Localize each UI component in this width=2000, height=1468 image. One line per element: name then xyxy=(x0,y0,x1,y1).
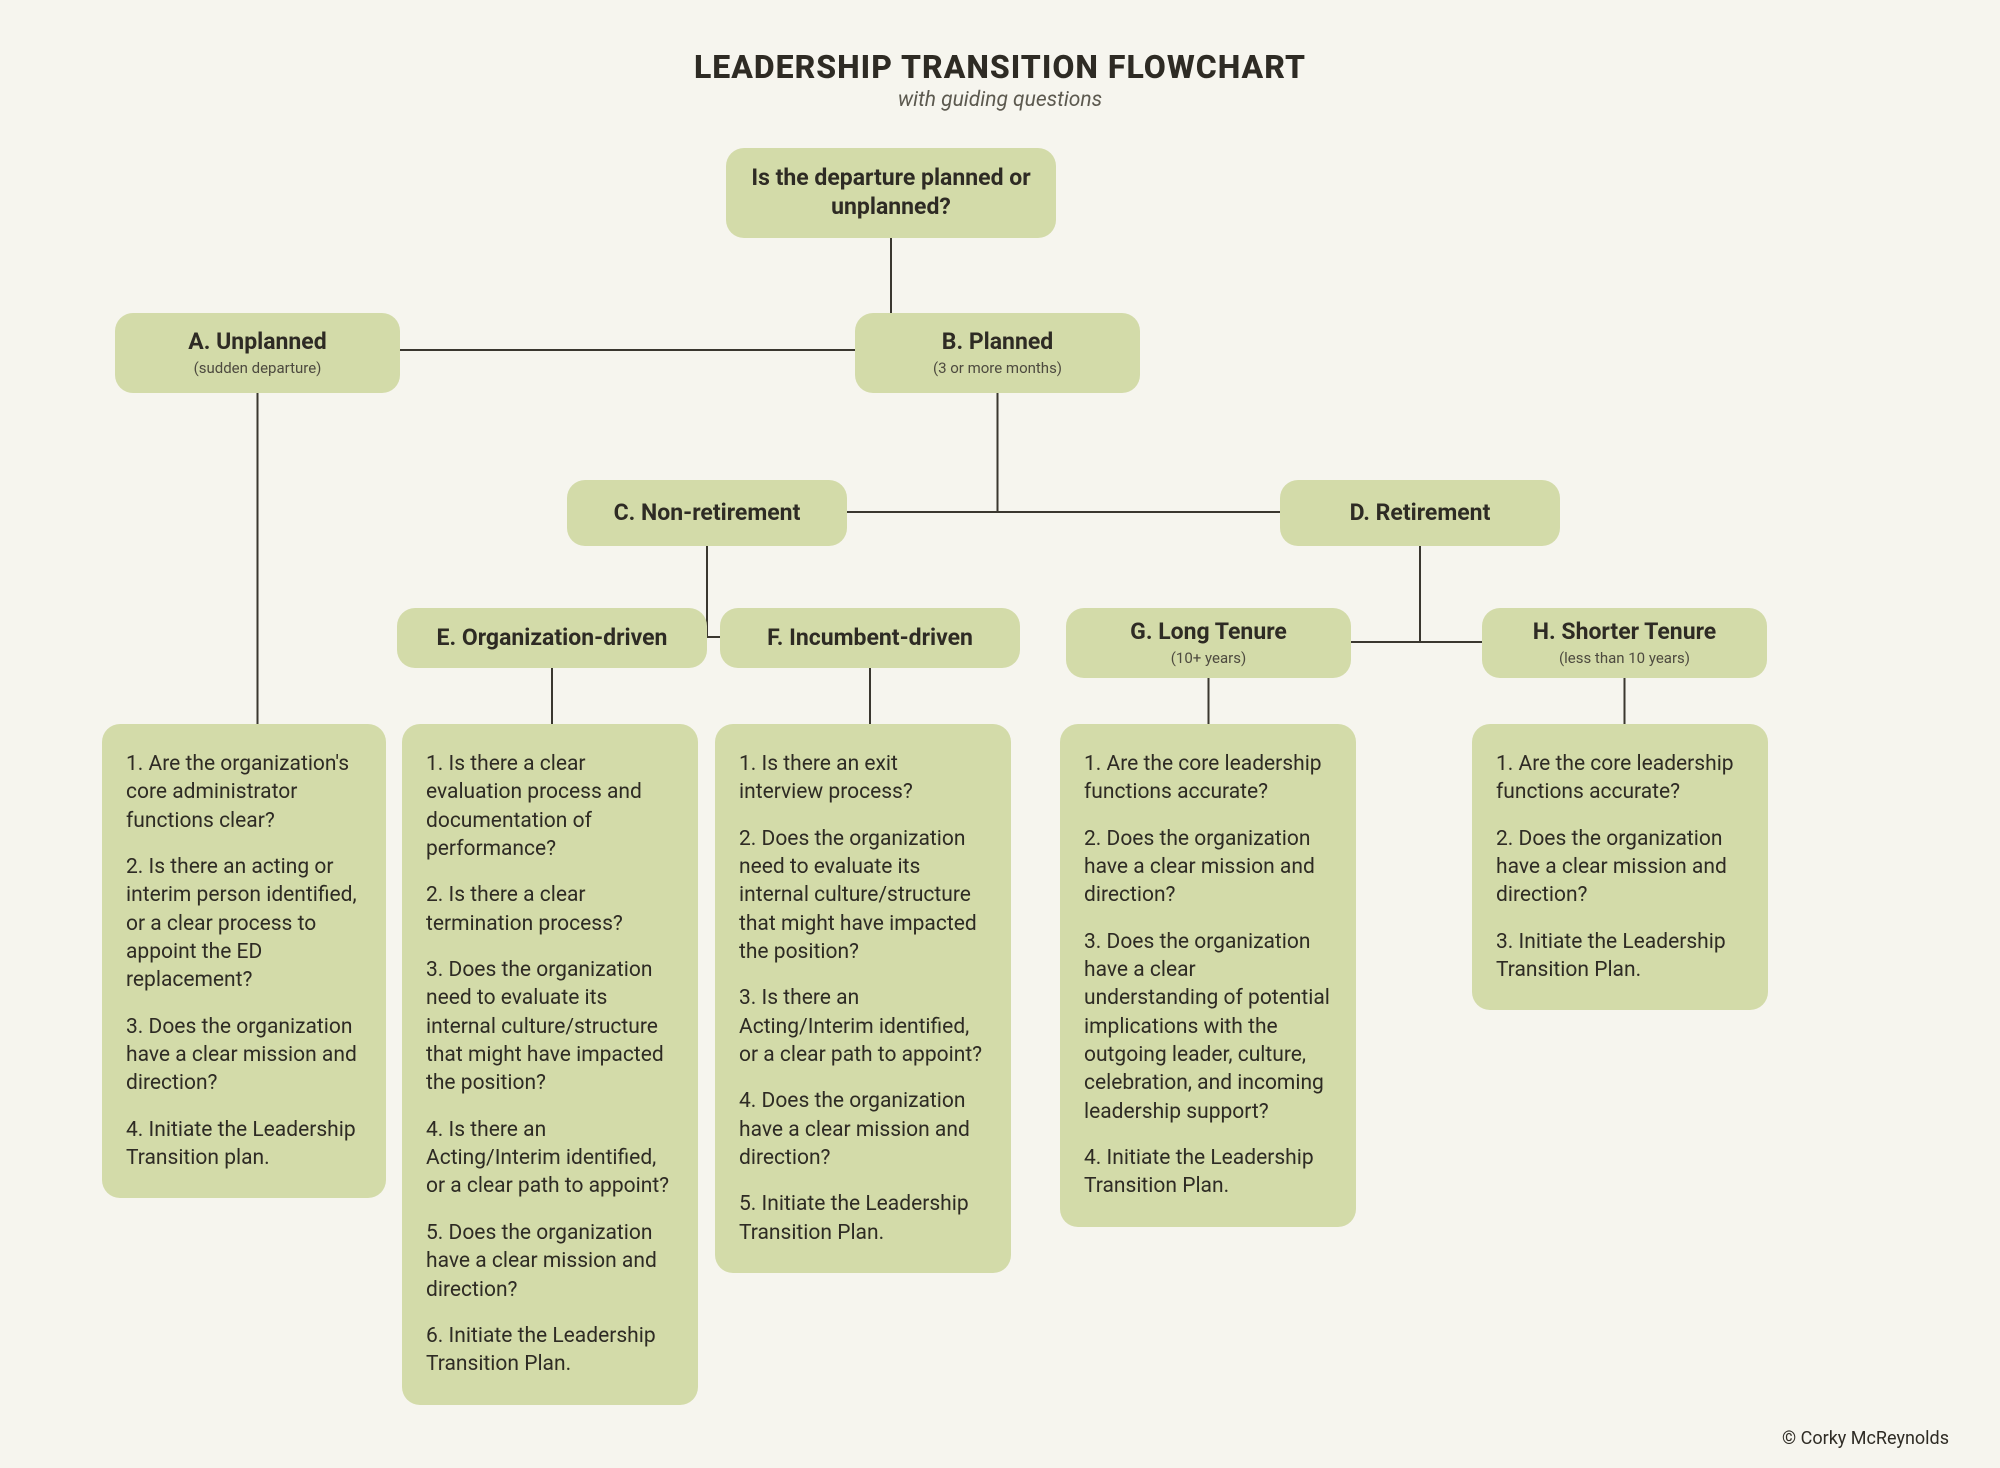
page-title: LEADERSHIP TRANSITION FLOWCHART xyxy=(0,48,2000,86)
credit: © Corky McReynolds xyxy=(1782,1428,1949,1449)
panel-h: 1. Are the core leadership functions acc… xyxy=(1472,724,1768,1010)
node-f-label: F. Incumbent-driven xyxy=(767,624,973,653)
panel-item: 1. Are the core leadership functions acc… xyxy=(1496,750,1744,807)
node-root-label: Is the departure planned or unplanned? xyxy=(744,164,1038,222)
panel-item: 3. Initiate the Leadership Transition Pl… xyxy=(1496,928,1744,985)
node-g: G. Long Tenure (10+ years) xyxy=(1066,608,1351,678)
panel-a: 1. Are the organization's core administr… xyxy=(102,724,386,1198)
panel-item: 3. Does the organization have a clear un… xyxy=(1084,928,1332,1126)
connector xyxy=(1351,546,1420,642)
panel-item: 4. Initiate the Leadership Transition Pl… xyxy=(1084,1144,1332,1201)
panel-item: 2. Does the organization have a clear mi… xyxy=(1496,825,1744,910)
connector xyxy=(707,546,720,637)
page-subtitle: with guiding questions xyxy=(0,88,2000,112)
panel-item: 6. Initiate the Leadership Transition Pl… xyxy=(426,1322,674,1379)
panel-item: 4. Is there an Acting/Interim identified… xyxy=(426,1116,674,1201)
node-f: F. Incumbent-driven xyxy=(720,608,1020,668)
panel-item: 1. Is there an exit interview process? xyxy=(739,750,987,807)
connector xyxy=(400,238,891,350)
panel-item: 2. Is there an acting or interim person … xyxy=(126,853,362,995)
node-h: H. Shorter Tenure (less than 10 years) xyxy=(1482,608,1767,678)
panel-item: 4. Initiate the Leadership Transition pl… xyxy=(126,1116,362,1173)
panel-e: 1. Is there a clear evaluation process a… xyxy=(402,724,698,1405)
panel-item: 1. Are the organization's core administr… xyxy=(126,750,362,835)
node-b-label: B. Planned xyxy=(942,328,1053,357)
node-h-label: H. Shorter Tenure xyxy=(1533,618,1716,647)
panel-item: 4. Does the organization have a clear mi… xyxy=(739,1087,987,1172)
node-g-label: G. Long Tenure xyxy=(1130,618,1287,647)
node-d-label: D. Retirement xyxy=(1350,499,1491,528)
connector xyxy=(1420,546,1482,642)
panel-item: 2. Does the organization have a clear mi… xyxy=(1084,825,1332,910)
node-a-sublabel: (sudden departure) xyxy=(194,359,322,378)
node-c: C. Non-retirement xyxy=(567,480,847,546)
node-h-sublabel: (less than 10 years) xyxy=(1559,649,1690,668)
panel-item: 1. Are the core leadership functions acc… xyxy=(1084,750,1332,807)
flowchart-canvas: LEADERSHIP TRANSITION FLOWCHART with gui… xyxy=(0,0,2000,1468)
panel-item: 1. Is there a clear evaluation process a… xyxy=(426,750,674,863)
node-e: E. Organization-driven xyxy=(397,608,707,668)
node-e-label: E. Organization-driven xyxy=(437,624,668,653)
panel-f: 1. Is there an exit interview process? 2.… xyxy=(715,724,1011,1273)
node-root: Is the departure planned or unplanned? xyxy=(726,148,1056,238)
node-a: A. Unplanned (sudden departure) xyxy=(115,313,400,393)
panel-item: 3. Does the organization need to evaluat… xyxy=(426,956,674,1098)
panel-item: 5. Initiate the Leadership Transition Pl… xyxy=(739,1190,987,1247)
node-c-label: C. Non-retirement xyxy=(614,499,801,528)
connector xyxy=(998,393,1281,512)
panel-item: 2. Is there a clear termination process? xyxy=(426,881,674,938)
node-b-sublabel: (3 or more months) xyxy=(933,359,1062,378)
connector xyxy=(847,393,998,512)
panel-item: 3. Does the organization have a clear mi… xyxy=(126,1013,362,1098)
node-g-sublabel: (10+ years) xyxy=(1171,649,1246,668)
node-b: B. Planned (3 or more months) xyxy=(855,313,1140,393)
panel-item: 2. Does the organization need to evaluat… xyxy=(739,825,987,967)
node-d: D. Retirement xyxy=(1280,480,1560,546)
panel-item: 5. Does the organization have a clear mi… xyxy=(426,1219,674,1304)
panel-g: 1. Are the core leadership functions acc… xyxy=(1060,724,1356,1227)
node-a-label: A. Unplanned xyxy=(188,328,326,357)
panel-item: 3. Is there an Acting/Interim identified… xyxy=(739,984,987,1069)
